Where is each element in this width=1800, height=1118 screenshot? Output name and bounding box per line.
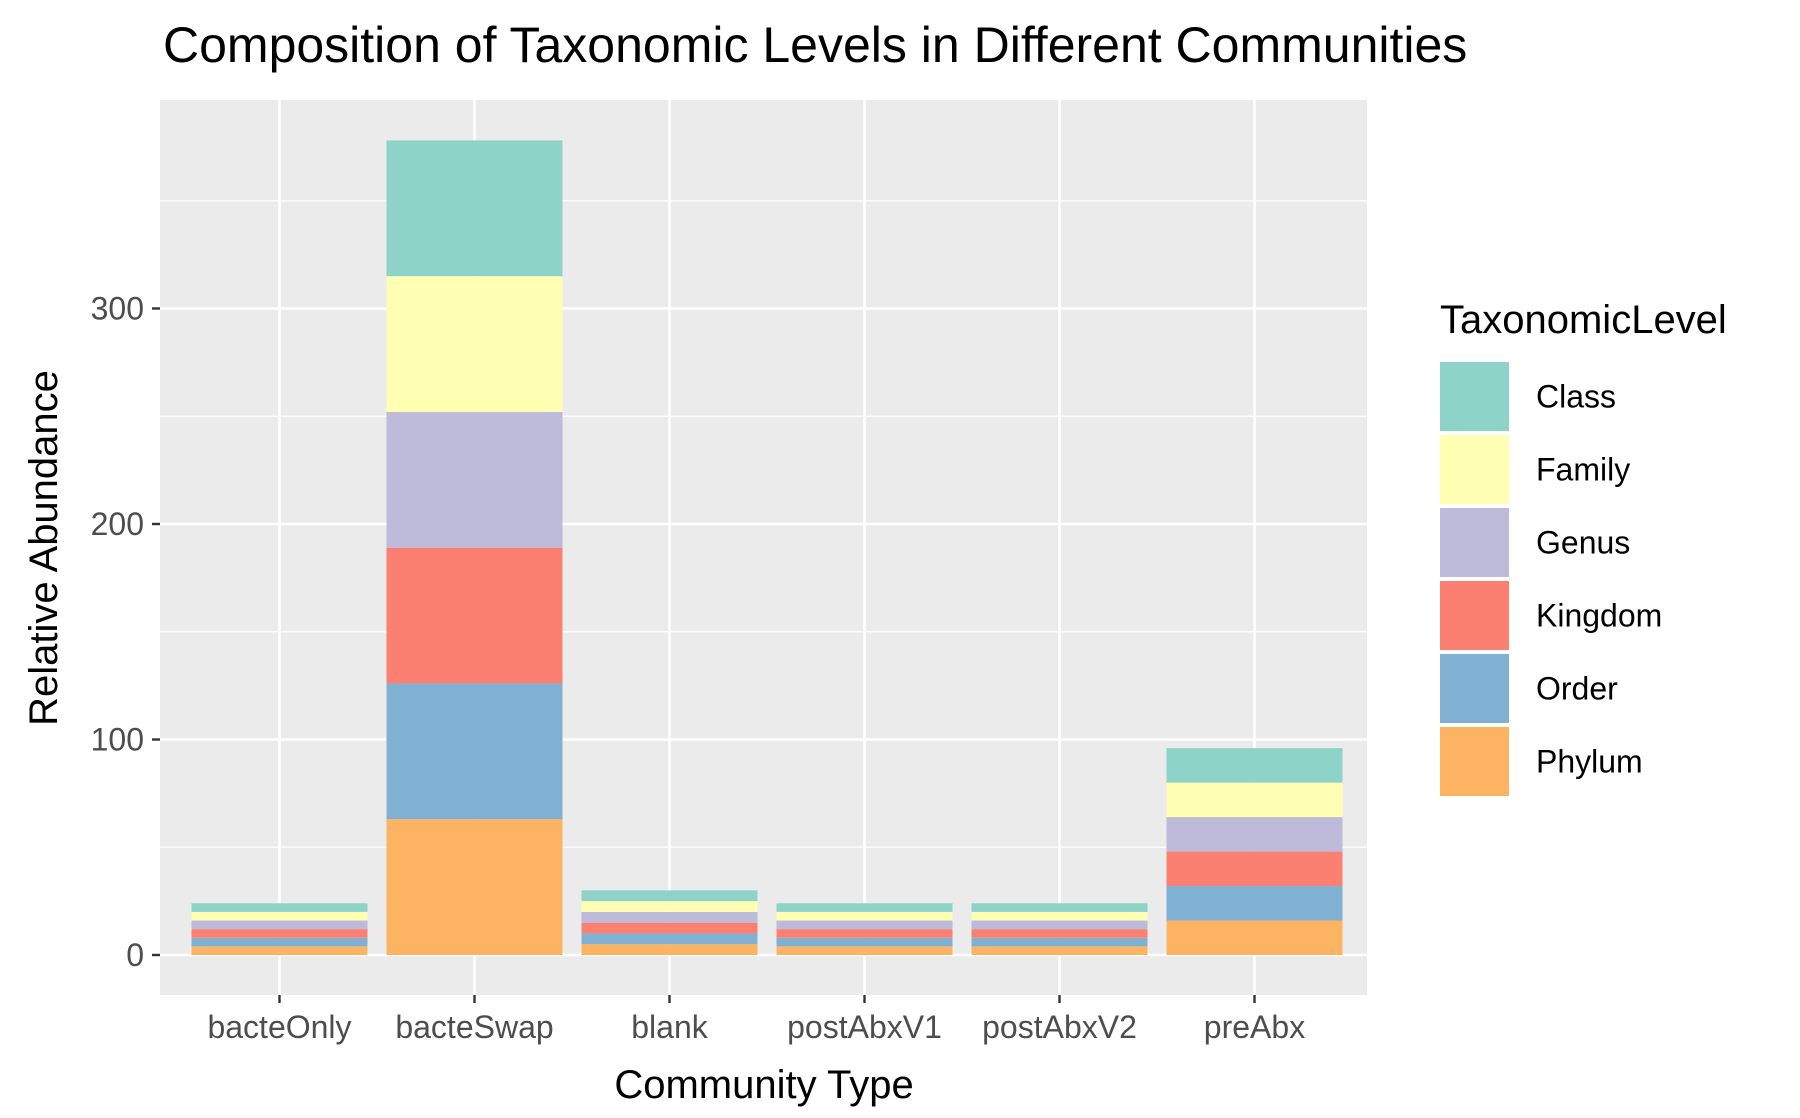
legend-items: Class Family Genus Kingdom Order Phylum	[1440, 362, 1662, 796]
bar-segment-order-postAbxV2	[971, 937, 1148, 947]
bar-segment-phylum-preAbx	[1166, 920, 1343, 955]
legend-title: TaxonomicLevel	[1440, 298, 1727, 342]
bar-segment-family-postAbxV1	[776, 911, 953, 921]
bar-segment-order-bacteOnly	[191, 937, 368, 947]
bar-segment-phylum-postAbxV2	[971, 946, 1148, 955]
legend-key-kingdom	[1440, 581, 1509, 650]
bar-segment-kingdom-postAbxV2	[971, 929, 1148, 938]
bar-segment-genus-blank	[581, 911, 758, 923]
y-tick-label: 100	[91, 722, 144, 758]
plot-panel	[160, 100, 1367, 995]
bar-segment-class-bacteSwap	[386, 140, 563, 277]
bar-segment-order-blank	[581, 933, 758, 945]
y-tick-label: 300	[91, 291, 144, 327]
legend-label-phylum: Phylum	[1536, 744, 1643, 780]
legend-key-family	[1440, 435, 1509, 504]
bar-segment-genus-postAbxV2	[971, 920, 1148, 930]
bar-segment-class-preAbx	[1166, 748, 1343, 783]
bar-segment-order-preAbx	[1166, 886, 1343, 921]
bar-segment-phylum-bacteSwap	[386, 819, 563, 955]
x-axis: bacteOnly bacteSwap blank postAbxV1 postAbxV…	[207, 995, 1305, 1045]
bar-segment-family-bacteOnly	[191, 911, 368, 921]
bar-segment-family-preAbx	[1166, 782, 1343, 818]
bar-segment-genus-bacteOnly	[191, 920, 368, 930]
x-tick-label: blank	[631, 1009, 709, 1045]
x-tick-label: postAbxV2	[982, 1009, 1137, 1045]
bar-segment-class-blank	[581, 890, 758, 902]
bar-segment-class-postAbxV2	[971, 903, 1148, 912]
bar-segment-kingdom-blank	[581, 922, 758, 934]
x-tick-label: postAbxV1	[787, 1009, 942, 1045]
bars	[191, 140, 1343, 955]
legend-label-kingdom: Kingdom	[1536, 598, 1662, 634]
bar-segment-phylum-bacteOnly	[191, 946, 368, 955]
x-axis-title: Community Type	[614, 1063, 913, 1107]
legend: TaxonomicLevel Class Family Genus Kingdom Or…	[1440, 298, 1727, 796]
bar-segment-genus-bacteSwap	[386, 411, 563, 548]
bar-segment-order-bacteSwap	[386, 683, 563, 820]
legend-label-family: Family	[1536, 452, 1630, 488]
minor-gridlines	[160, 200, 1367, 848]
bar-segment-phylum-blank	[581, 944, 758, 955]
bar-segment-family-bacteSwap	[386, 276, 563, 412]
bar-segment-order-postAbxV1	[776, 937, 953, 947]
y-axis-title: Relative Abundance	[22, 370, 66, 726]
bar-segment-kingdom-postAbxV1	[776, 929, 953, 938]
legend-key-phylum	[1440, 727, 1509, 796]
bar-segment-family-postAbxV2	[971, 911, 1148, 921]
bar-segment-class-bacteOnly	[191, 903, 368, 912]
legend-key-genus	[1440, 508, 1509, 577]
bar-segment-genus-postAbxV1	[776, 920, 953, 930]
x-tick-label: bacteOnly	[207, 1009, 351, 1045]
bar-segment-kingdom-bacteSwap	[386, 547, 563, 684]
bar-segment-family-blank	[581, 901, 758, 912]
y-tick-label: 200	[91, 506, 144, 542]
x-tick-label: bacteSwap	[395, 1009, 553, 1045]
legend-label-order: Order	[1536, 671, 1618, 707]
chart-title: Composition of Taxonomic Levels in Diffe…	[163, 17, 1467, 73]
bar-segment-class-postAbxV1	[776, 903, 953, 912]
y-axis: 0 100 200 300	[91, 291, 160, 973]
legend-label-genus: Genus	[1536, 525, 1630, 561]
y-tick-label: 0	[126, 937, 144, 973]
x-tick-label: preAbx	[1204, 1009, 1305, 1045]
bar-segment-genus-preAbx	[1166, 817, 1343, 852]
legend-label-class: Class	[1536, 379, 1616, 415]
bar-segment-kingdom-preAbx	[1166, 851, 1343, 887]
legend-key-order	[1440, 654, 1509, 723]
bar-segment-kingdom-bacteOnly	[191, 929, 368, 938]
legend-key-class	[1440, 362, 1509, 431]
bar-segment-phylum-postAbxV1	[776, 946, 953, 955]
